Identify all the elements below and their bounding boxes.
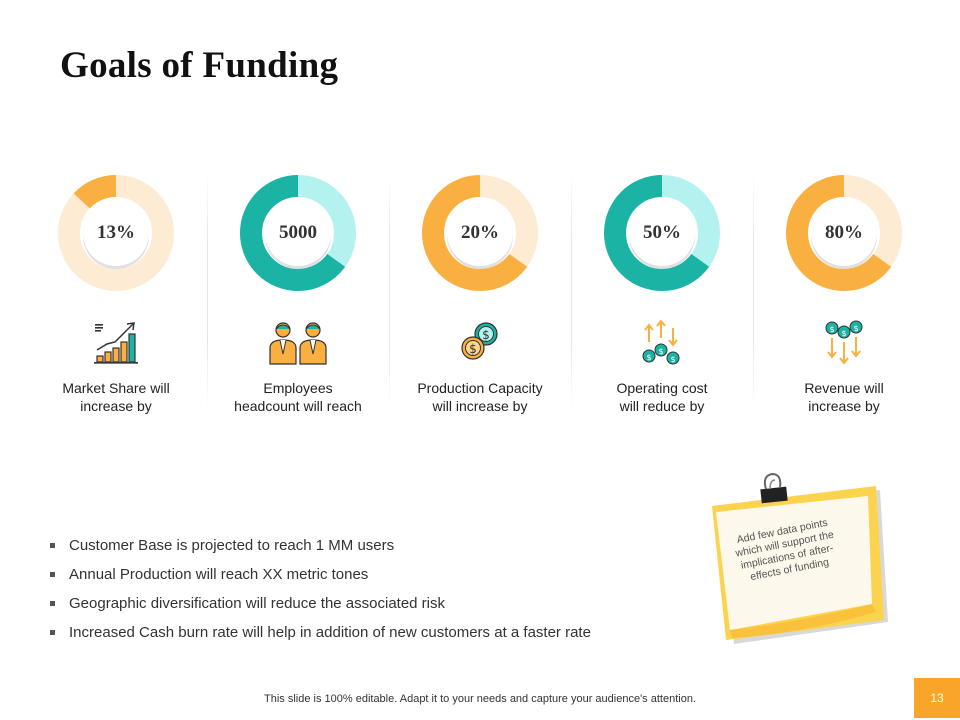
metric-operating-cost: 50% $ $ $ Operating cost will reduce by — [571, 160, 753, 430]
metric-caption: Production Capacity will increase by — [389, 379, 571, 415]
donut-chart: 13% — [58, 175, 174, 291]
donut-arc — [422, 175, 538, 291]
svg-text:$: $ — [853, 324, 858, 333]
bullet-list: Customer Base is projected to reach 1 MM… — [50, 531, 690, 647]
donut-center — [447, 200, 513, 266]
metric-caption: Operating cost will reduce by — [571, 379, 753, 415]
donut-svg — [240, 175, 356, 291]
caption-line: Operating cost — [616, 380, 708, 396]
svg-text:$: $ — [670, 355, 675, 364]
metric-value: 5000 — [279, 222, 317, 243]
donut-center — [83, 200, 149, 266]
coins-icon: $ $ — [455, 320, 505, 366]
bullet-item: Customer Base is projected to reach 1 MM… — [50, 531, 690, 560]
metric-value: 13% — [97, 222, 135, 243]
metric-value: 50% — [643, 222, 681, 243]
donut-arc — [604, 175, 720, 291]
svg-text:$: $ — [658, 347, 663, 356]
caption-line: headcount will reach — [234, 398, 362, 414]
metric-value: 80% — [825, 222, 863, 243]
column-divider — [753, 170, 754, 410]
metric-caption: Revenue will increase by — [753, 379, 935, 415]
bullet-item: Increased Cash burn rate will help in ad… — [50, 618, 690, 647]
svg-text:$: $ — [829, 325, 834, 334]
donut-arc — [240, 175, 356, 291]
caption-line: will increase by — [432, 398, 528, 414]
slide-title: Goals of Funding — [60, 45, 339, 86]
metric-employees: 5000 Employees headcount will reach — [207, 160, 389, 430]
bullet-item: Geographic diversification will reduce t… — [50, 589, 690, 618]
column-divider — [207, 170, 208, 410]
cost-reduction-icon: $ $ $ — [637, 320, 687, 366]
donut-chart: 20% — [422, 175, 538, 291]
employees-icon — [269, 320, 327, 366]
donut-svg — [58, 175, 174, 291]
caption-line: Revenue will — [804, 380, 884, 396]
donut-center — [629, 200, 695, 266]
donut-arc — [58, 175, 174, 291]
revenue-increase-icon: $ $ $ — [819, 320, 869, 366]
caption-line: increase by — [808, 398, 880, 414]
svg-text:$: $ — [841, 329, 846, 338]
donut-svg — [422, 175, 538, 291]
svg-text:$: $ — [646, 353, 651, 362]
column-divider — [571, 170, 572, 410]
caption-line: Production Capacity — [417, 380, 543, 396]
caption-line: Employees — [263, 380, 333, 396]
donut-arc — [786, 175, 902, 291]
column-divider — [389, 170, 390, 410]
metrics-row: 13% Market Share will increase by 5000 — [25, 160, 935, 430]
donut-svg — [786, 175, 902, 291]
metric-production-capacity: 20% $ $ Production Capacity will increase… — [389, 160, 571, 430]
caption-line: Market Share will — [62, 380, 170, 396]
metric-caption: Employees headcount will reach — [207, 379, 389, 415]
metric-market-share: 13% Market Share will increase by — [25, 160, 207, 430]
donut-chart: 80% — [786, 175, 902, 291]
svg-text:$: $ — [469, 342, 477, 356]
caption-line: increase by — [80, 398, 152, 414]
donut-svg — [604, 175, 720, 291]
sticky-note — [700, 472, 890, 652]
svg-text:$: $ — [482, 328, 490, 342]
binder-clip-icon — [760, 472, 788, 504]
metric-value: 20% — [461, 222, 499, 243]
donut-chart: 50% — [604, 175, 720, 291]
metric-caption: Market Share will increase by — [25, 379, 207, 415]
caption-line: will reduce by — [619, 398, 705, 414]
metric-revenue: 80% $ $ $ Revenue will increase by — [753, 160, 935, 430]
growth-chart-icon — [91, 320, 141, 366]
donut-center — [265, 200, 331, 266]
slide-footer: This slide is 100% editable. Adapt it to… — [264, 693, 696, 705]
donut-center — [811, 200, 877, 266]
donut-chart: 5000 — [240, 175, 356, 291]
page-number: 13 — [914, 678, 960, 718]
bullet-item: Annual Production will reach XX metric t… — [50, 560, 690, 589]
